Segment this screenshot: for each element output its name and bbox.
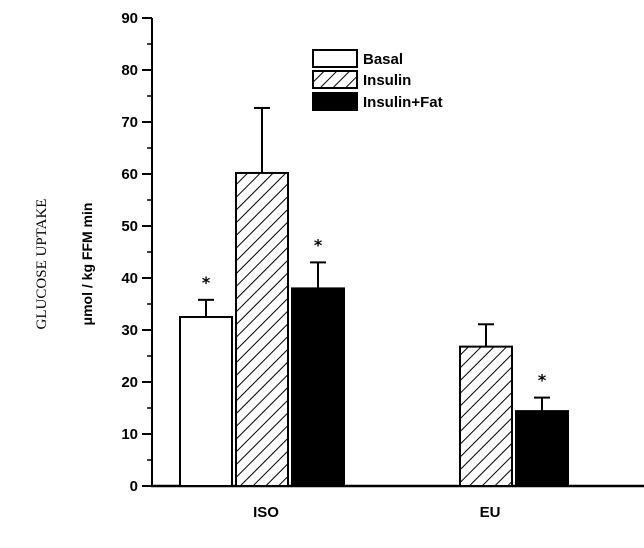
y-tick-label: 90 — [121, 10, 138, 27]
error-bars-layer — [198, 106, 550, 412]
y-tick-label: 10 — [121, 426, 138, 443]
legend-swatch-insulin — [312, 70, 358, 89]
bars-layer — [179, 171, 569, 488]
y-axis-title: GLUCOSE UPTAKE — [34, 199, 50, 330]
legend-label-basal: Basal — [363, 51, 403, 68]
legend-swatch-basal — [312, 49, 358, 68]
bar-eu-insulin — [459, 345, 513, 488]
legend-label-insulin: Insulin — [363, 72, 411, 89]
y-axis-ticks: 0 10 20 30 40 50 60 70 80 90 — [121, 10, 152, 495]
bar-eu-insulin-fat — [515, 410, 569, 487]
legend: Basal Insulin Insulin+Fat — [312, 49, 443, 111]
y-tick-label: 50 — [121, 218, 138, 235]
y-tick-label: 30 — [121, 322, 138, 339]
x-axis-labels: ISO EU — [253, 504, 500, 521]
x-category-label: EU — [480, 504, 501, 521]
significance-star: * — [202, 273, 211, 292]
significance-star: * — [314, 235, 323, 254]
legend-swatch-insulin-fat — [312, 92, 358, 111]
y-tick-label: 0 — [130, 478, 138, 495]
bar-iso-basal — [179, 316, 233, 487]
y-tick-label: 70 — [121, 114, 138, 131]
y-tick-label: 80 — [121, 62, 138, 79]
y-tick-label: 20 — [121, 374, 138, 391]
bar-iso-insulin — [235, 171, 289, 488]
y-tick-label: 40 — [121, 270, 138, 287]
y-tick-label: 60 — [121, 166, 138, 183]
bar-iso-insulin-fat — [291, 287, 345, 487]
y-axis-units: μmol / kg FFM min — [79, 203, 95, 326]
x-category-label: ISO — [253, 504, 279, 521]
significance-markers: * * * — [202, 235, 547, 389]
significance-star: * — [538, 371, 547, 390]
legend-label-insulin-fat: Insulin+Fat — [363, 94, 443, 111]
